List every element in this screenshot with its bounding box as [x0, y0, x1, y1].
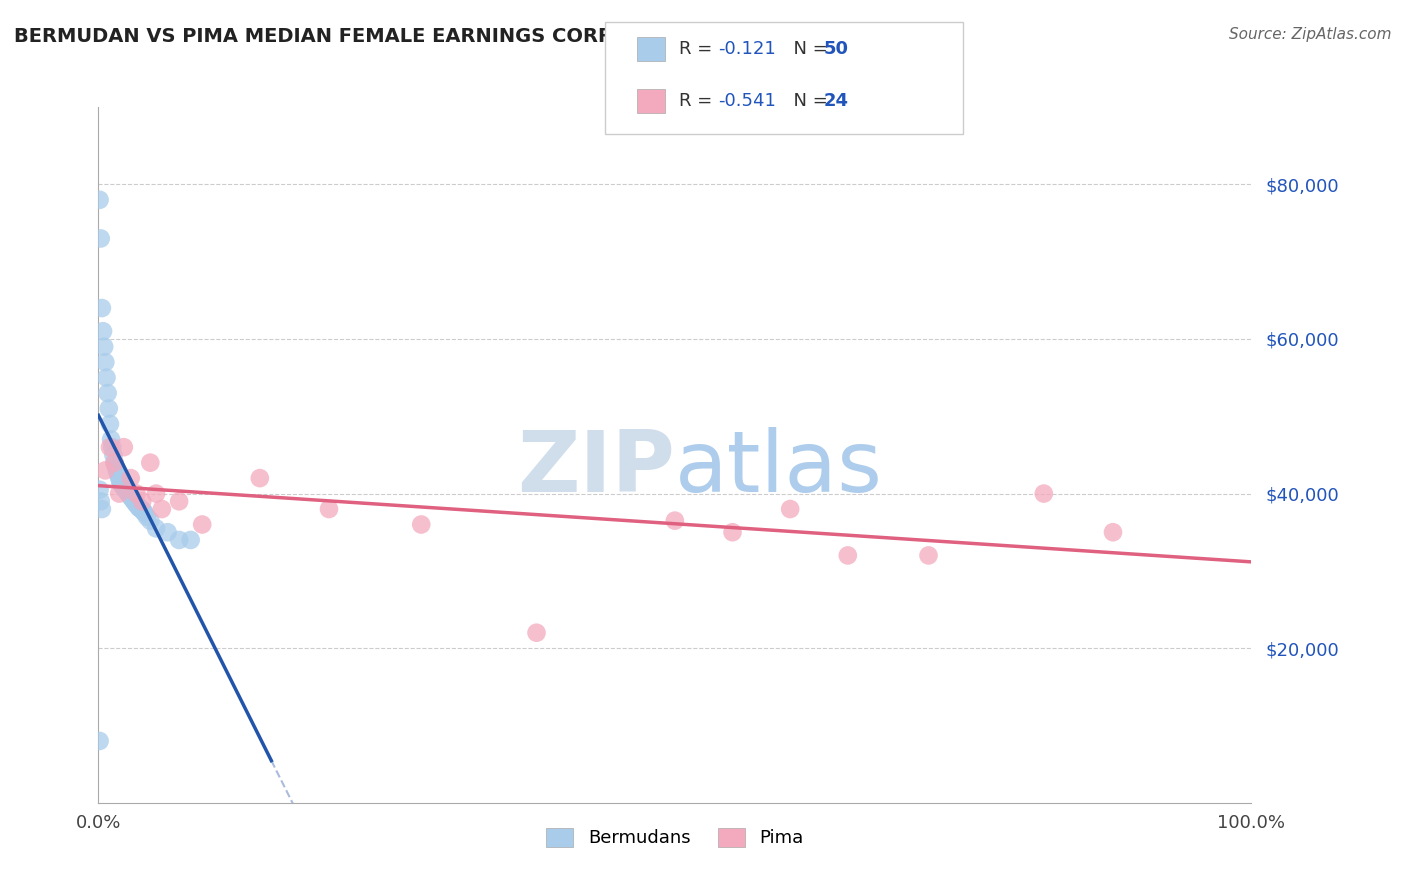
Point — [120, 490, 142, 504]
Text: atlas: atlas — [675, 427, 883, 510]
Point — [917, 549, 939, 563]
Point — [115, 483, 138, 498]
Point — [131, 503, 153, 517]
Point — [167, 533, 190, 547]
Point — [122, 492, 145, 507]
Point — [94, 355, 117, 369]
Point — [97, 386, 120, 401]
Legend: Bermudans, Pima: Bermudans, Pima — [537, 819, 813, 856]
Point — [90, 502, 112, 516]
Text: R =: R = — [679, 92, 718, 111]
Point — [105, 463, 128, 477]
Point — [91, 324, 114, 338]
Point — [94, 463, 117, 477]
Point — [118, 488, 141, 502]
Point — [122, 494, 145, 508]
Point — [180, 533, 202, 547]
Point — [93, 340, 115, 354]
Point — [107, 467, 129, 482]
Point — [526, 625, 548, 640]
Point — [111, 479, 134, 493]
Point — [249, 471, 271, 485]
Point — [120, 471, 142, 485]
Point — [90, 301, 112, 315]
Point — [103, 456, 125, 470]
Text: R =: R = — [679, 39, 718, 58]
Text: ZIP: ZIP — [517, 427, 675, 510]
Point — [131, 494, 153, 508]
Text: Source: ZipAtlas.com: Source: ZipAtlas.com — [1229, 27, 1392, 42]
Point — [129, 502, 152, 516]
Point — [129, 501, 152, 516]
Point — [103, 448, 125, 462]
Point — [779, 502, 801, 516]
Point — [191, 517, 214, 532]
Point — [837, 549, 859, 563]
Point — [117, 485, 139, 500]
Point — [134, 506, 156, 520]
Point — [167, 494, 190, 508]
Point — [108, 471, 131, 485]
Point — [101, 440, 124, 454]
Point — [411, 517, 433, 532]
Point — [89, 734, 111, 748]
Point — [145, 486, 167, 500]
Point — [664, 514, 686, 528]
Point — [318, 502, 340, 516]
Point — [156, 525, 179, 540]
Point — [89, 193, 111, 207]
Point — [114, 482, 136, 496]
Point — [104, 459, 127, 474]
Point — [139, 456, 162, 470]
Point — [150, 502, 173, 516]
Y-axis label: Median Female Earnings: Median Female Earnings — [0, 353, 8, 557]
Text: 50: 50 — [824, 39, 849, 58]
Point — [135, 509, 157, 524]
Text: N =: N = — [782, 92, 834, 111]
Point — [124, 496, 146, 510]
Point — [110, 475, 132, 489]
Point — [103, 456, 125, 470]
Point — [112, 440, 135, 454]
Point — [89, 483, 111, 497]
Text: N =: N = — [782, 39, 834, 58]
Point — [90, 494, 112, 508]
Point — [125, 486, 148, 500]
Text: -0.121: -0.121 — [718, 39, 776, 58]
Point — [721, 525, 744, 540]
Point — [132, 504, 155, 518]
Point — [112, 480, 135, 494]
Point — [1102, 525, 1125, 540]
Point — [98, 417, 121, 431]
Point — [117, 486, 139, 500]
Text: -0.541: -0.541 — [718, 92, 776, 111]
Point — [110, 477, 132, 491]
Point — [90, 231, 112, 245]
Point — [108, 486, 131, 500]
Point — [139, 514, 162, 528]
Point — [128, 500, 150, 515]
Point — [98, 440, 121, 454]
Point — [125, 497, 148, 511]
Point — [100, 433, 122, 447]
Point — [127, 498, 149, 512]
Text: BERMUDAN VS PIMA MEDIAN FEMALE EARNINGS CORRELATION CHART: BERMUDAN VS PIMA MEDIAN FEMALE EARNINGS … — [14, 27, 786, 45]
Point — [145, 521, 167, 535]
Point — [121, 491, 143, 506]
Point — [96, 370, 118, 384]
Point — [1032, 486, 1054, 500]
Point — [97, 401, 120, 416]
Text: 24: 24 — [824, 92, 849, 111]
